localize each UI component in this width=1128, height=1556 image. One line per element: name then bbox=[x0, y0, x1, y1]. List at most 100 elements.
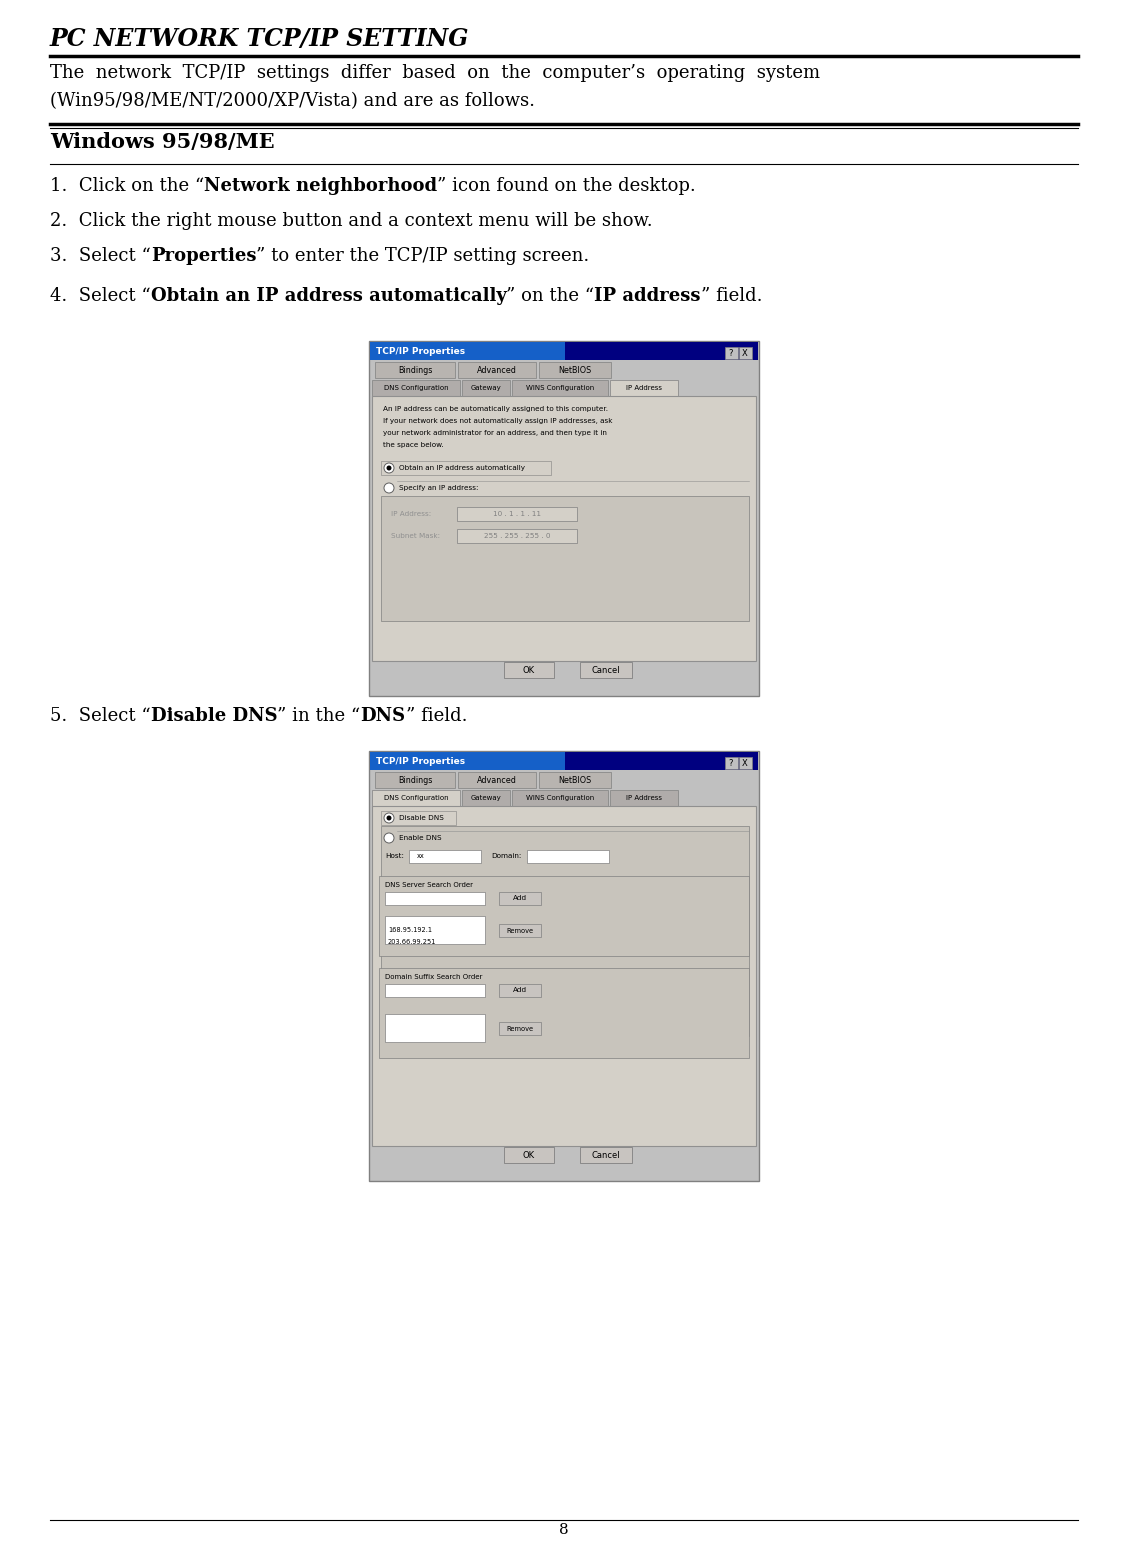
Text: ” in the “: ” in the “ bbox=[277, 706, 360, 725]
Text: WINS Configuration: WINS Configuration bbox=[526, 384, 594, 391]
Bar bbox=[381, 811, 456, 825]
Text: ” on the “: ” on the “ bbox=[506, 286, 594, 305]
Text: Add: Add bbox=[513, 987, 527, 993]
Bar bbox=[512, 790, 608, 806]
Bar bbox=[370, 342, 565, 359]
Circle shape bbox=[384, 464, 394, 473]
Text: NetBIOS: NetBIOS bbox=[558, 775, 591, 784]
Bar bbox=[381, 496, 749, 621]
Text: Bindings: Bindings bbox=[398, 775, 432, 784]
Bar bbox=[458, 363, 536, 378]
Bar bbox=[499, 892, 541, 906]
Bar bbox=[370, 752, 758, 770]
Bar bbox=[462, 790, 510, 806]
Text: Host:: Host: bbox=[385, 853, 404, 859]
Text: (Win95/98/ME/NT/2000/XP/Vista) and are as follows.: (Win95/98/ME/NT/2000/XP/Vista) and are a… bbox=[50, 92, 535, 110]
Text: IP Address: IP Address bbox=[626, 795, 662, 801]
Text: 1.  Click on the “: 1. Click on the “ bbox=[50, 177, 204, 194]
Bar bbox=[499, 1022, 541, 1035]
Text: Advanced: Advanced bbox=[477, 366, 517, 375]
Text: ” field.: ” field. bbox=[700, 286, 763, 305]
Text: OK: OK bbox=[523, 1150, 535, 1159]
Text: Obtain an IP address automatically: Obtain an IP address automatically bbox=[151, 286, 506, 305]
Bar bbox=[374, 363, 455, 378]
Text: Disable DNS: Disable DNS bbox=[399, 815, 444, 822]
Bar bbox=[539, 363, 611, 378]
Text: 255 . 255 . 255 . 0: 255 . 255 . 255 . 0 bbox=[484, 534, 550, 538]
Text: Remove: Remove bbox=[506, 1025, 534, 1032]
Bar bbox=[462, 380, 510, 395]
Text: ” to enter the TCP/IP setting screen.: ” to enter the TCP/IP setting screen. bbox=[256, 247, 590, 265]
Text: Bindings: Bindings bbox=[398, 366, 432, 375]
Circle shape bbox=[387, 465, 391, 470]
Bar bbox=[379, 968, 749, 1058]
Text: ” icon found on the desktop.: ” icon found on the desktop. bbox=[438, 177, 696, 194]
Bar bbox=[580, 661, 632, 678]
Bar bbox=[372, 380, 460, 395]
Bar bbox=[512, 380, 608, 395]
Text: Subnet Mask:: Subnet Mask: bbox=[391, 534, 440, 538]
Bar bbox=[379, 876, 749, 955]
Bar bbox=[385, 916, 485, 944]
Text: the space below.: the space below. bbox=[384, 442, 443, 448]
Text: IP Address:: IP Address: bbox=[391, 510, 431, 517]
Bar bbox=[539, 772, 611, 787]
Bar bbox=[499, 924, 541, 937]
Bar bbox=[381, 461, 550, 475]
Bar bbox=[457, 507, 578, 521]
Text: Gateway: Gateway bbox=[470, 795, 501, 801]
Circle shape bbox=[384, 832, 394, 843]
Text: NetBIOS: NetBIOS bbox=[558, 366, 591, 375]
Text: If your network does not automatically assign IP addresses, ask: If your network does not automatically a… bbox=[384, 419, 613, 423]
Bar bbox=[385, 1015, 485, 1043]
Bar bbox=[527, 850, 609, 864]
Text: IP address: IP address bbox=[594, 286, 700, 305]
Text: ” field.: ” field. bbox=[405, 706, 467, 725]
Circle shape bbox=[387, 815, 391, 820]
Text: Network neighborhood: Network neighborhood bbox=[204, 177, 438, 194]
Text: X: X bbox=[742, 758, 748, 767]
Circle shape bbox=[384, 812, 394, 823]
Text: Properties: Properties bbox=[151, 247, 256, 265]
Text: ?: ? bbox=[729, 349, 733, 358]
Text: TCP/IP Properties: TCP/IP Properties bbox=[376, 347, 465, 355]
Text: Disable DNS: Disable DNS bbox=[151, 706, 277, 725]
Text: Add: Add bbox=[513, 895, 527, 901]
Text: your network administrator for an address, and then type it in: your network administrator for an addres… bbox=[384, 429, 607, 436]
Text: WINS Configuration: WINS Configuration bbox=[526, 795, 594, 801]
Text: The  network  TCP/IP  settings  differ  based  on  the  computer’s  operating  s: The network TCP/IP settings differ based… bbox=[50, 64, 820, 82]
Text: 10 . 1 . 1 . 11: 10 . 1 . 1 . 11 bbox=[493, 510, 541, 517]
Text: TCP/IP Properties: TCP/IP Properties bbox=[376, 756, 465, 766]
Bar bbox=[610, 790, 678, 806]
Text: IP Address: IP Address bbox=[626, 384, 662, 391]
Bar bbox=[725, 758, 738, 769]
Text: OK: OK bbox=[523, 666, 535, 674]
Text: DNS: DNS bbox=[360, 706, 405, 725]
Text: Gateway: Gateway bbox=[470, 384, 501, 391]
Bar bbox=[499, 983, 541, 997]
Bar bbox=[372, 806, 756, 1147]
Bar bbox=[409, 850, 481, 864]
Text: 5.  Select “: 5. Select “ bbox=[50, 706, 151, 725]
Text: ?: ? bbox=[729, 758, 733, 767]
Bar bbox=[372, 790, 460, 808]
Text: 3.  Select “: 3. Select “ bbox=[50, 247, 151, 265]
Bar bbox=[580, 1147, 632, 1162]
Text: DNS Configuration: DNS Configuration bbox=[384, 795, 448, 801]
Text: Obtain an IP address automatically: Obtain an IP address automatically bbox=[399, 465, 525, 471]
Text: Enable DNS: Enable DNS bbox=[399, 836, 442, 840]
Text: xx: xx bbox=[417, 853, 425, 859]
Bar bbox=[370, 342, 758, 359]
Text: DNS Server Search Order: DNS Server Search Order bbox=[385, 882, 473, 888]
Text: X: X bbox=[742, 349, 748, 358]
Text: 8: 8 bbox=[559, 1523, 569, 1537]
Bar bbox=[739, 758, 752, 769]
Bar bbox=[381, 826, 749, 1036]
Text: PC NETWORK TCP/IP SETTING: PC NETWORK TCP/IP SETTING bbox=[50, 26, 469, 51]
Bar bbox=[385, 983, 485, 997]
Text: 4.  Select “: 4. Select “ bbox=[50, 286, 151, 305]
Text: Domain Suffix Search Order: Domain Suffix Search Order bbox=[385, 974, 483, 980]
Text: 168.95.192.1: 168.95.192.1 bbox=[388, 927, 432, 934]
Text: DNS Configuration: DNS Configuration bbox=[384, 384, 448, 391]
Bar bbox=[372, 395, 756, 661]
